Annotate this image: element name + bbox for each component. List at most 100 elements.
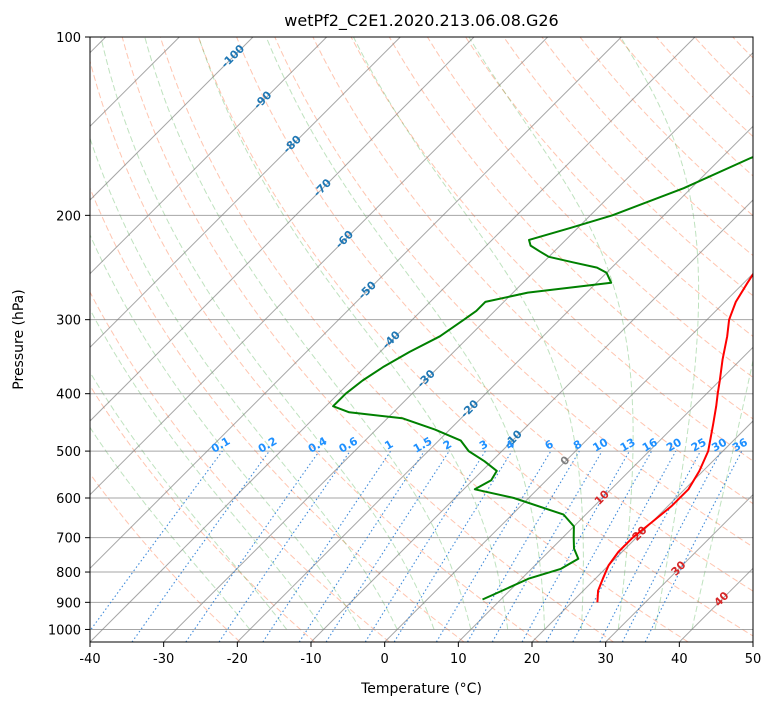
isotherm-line <box>90 37 254 201</box>
isotherm-label: -30 <box>415 367 438 390</box>
x-tick-label: -20 <box>227 652 248 667</box>
moist-adiabat <box>691 358 753 630</box>
mixing-ratio-line <box>435 450 552 642</box>
dry-adiabat <box>426 37 753 378</box>
moist-adiabat <box>90 371 288 630</box>
mixing-ratio-label: 30 <box>709 435 729 454</box>
y-tick-label: 600 <box>56 492 81 507</box>
isotherm-line <box>310 199 753 642</box>
x-tick-label: -30 <box>153 652 174 667</box>
dry-adiabat <box>312 37 753 505</box>
isotherm-line <box>90 37 622 570</box>
moist-adiabat <box>353 37 584 630</box>
moist-adiabat <box>198 37 509 630</box>
profile-series <box>332 155 753 603</box>
isotherm-label: 10 <box>592 487 612 507</box>
y-tick-label: 700 <box>56 532 81 547</box>
isotherm-line <box>752 641 753 642</box>
mixing-ratio-labels: 0.1 0.2 0.4 0.6 1 1.5 2 3 4 6 8 10 13 16 20 25 30 36 <box>209 434 750 455</box>
dry-adiabat <box>236 37 753 592</box>
mixing-ratio-line <box>467 450 580 642</box>
mixing-ratio-label: 0.4 <box>306 434 330 455</box>
isotherm-line <box>90 37 549 496</box>
background-lines <box>90 37 775 642</box>
x-tick-label: 0 <box>381 652 389 667</box>
dry-adiabat <box>90 186 465 642</box>
isotherm-line <box>531 420 753 642</box>
y-axis: 100 200 300 400 500 600 700 800 900 1000 <box>48 31 90 638</box>
x-tick-label: 20 <box>524 652 541 667</box>
isotherm-line <box>457 346 753 642</box>
y-tick-label: 1000 <box>48 623 81 638</box>
x-tick-label: 30 <box>597 652 614 667</box>
x-tick-label: 10 <box>450 652 467 667</box>
mixing-ratio-label: 13 <box>618 436 638 455</box>
mixing-ratio-label: 0.1 <box>209 435 232 456</box>
x-axis: -40 -30 -20 -10 0 10 20 30 40 50 <box>79 642 761 667</box>
isotherm-line <box>90 37 696 642</box>
moist-adiabat <box>90 426 251 630</box>
isotherm-line <box>236 125 753 642</box>
dry-adiabat <box>159 37 689 642</box>
isotherm-line <box>605 493 753 642</box>
mixing-ratio-label: 1 <box>382 438 395 453</box>
mixing-ratio-line <box>572 450 677 642</box>
dry-adiabat <box>388 37 753 420</box>
dry-adiabat <box>694 37 753 98</box>
isotherm-line <box>90 37 328 275</box>
mixing-ratio-line <box>325 450 450 642</box>
dry-adiabat <box>90 291 390 642</box>
mixing-ratio-label: 20 <box>664 435 684 454</box>
y-axis-title: Pressure (hPa) <box>11 289 27 389</box>
mixing-ratio-label: 10 <box>590 435 610 454</box>
mixing-ratio-line <box>218 450 351 642</box>
y-tick-label: 400 <box>56 388 81 403</box>
mixing-ratio-line <box>621 450 722 642</box>
mixing-ratio-label: 3 <box>477 438 490 453</box>
mixing-ratio-line <box>491 450 603 642</box>
y-tick-label: 900 <box>56 596 81 611</box>
chart-title: wetPf2_C2E1.2020.213.06.08.G26 <box>284 11 558 31</box>
dry-adiabat <box>541 37 753 257</box>
mixing-ratio-label: 2 <box>441 438 454 453</box>
x-tick-label: 40 <box>671 652 688 667</box>
mixing-ratio-label: 6 <box>543 437 556 452</box>
y-tick-label: 100 <box>56 31 81 46</box>
isotherm-line <box>90 37 401 349</box>
dry-adiabat <box>90 384 316 642</box>
isotherm-label: -50 <box>356 278 379 301</box>
moist-adiabat <box>100 37 435 630</box>
mixing-ratio-line <box>393 450 513 642</box>
mixing-ratio-line <box>131 450 270 642</box>
moist-adiabat <box>468 37 634 630</box>
x-tick-label: -10 <box>300 652 321 667</box>
x-axis-title: Temperature (°C) <box>360 681 482 697</box>
dry-adiabat <box>121 37 614 642</box>
isotherm-line <box>384 272 753 642</box>
mixing-ratio-label: 0.6 <box>337 434 361 455</box>
dry-adiabat <box>503 37 753 297</box>
dry-adiabat <box>90 59 540 642</box>
isotherm-label: -20 <box>458 397 481 420</box>
dry-adiabat <box>732 37 753 59</box>
moist-adiabat <box>90 136 398 630</box>
mixing-ratio-label: 1.5 <box>411 435 434 456</box>
mixing-ratio-line <box>599 450 701 642</box>
dry-adiabat <box>350 37 753 462</box>
y-tick-label: 500 <box>56 445 81 460</box>
mixing-ratio-label: 16 <box>640 435 660 454</box>
dry-adiabat <box>656 37 753 138</box>
mixing-ratio-line <box>185 450 320 642</box>
x-tick-label: 50 <box>745 652 762 667</box>
y-tick-label: 800 <box>56 566 81 581</box>
mixing-ratio-line <box>545 450 653 642</box>
mixing-ratio-line <box>90 450 223 632</box>
isotherm-line <box>90 37 475 422</box>
dry-adiabat <box>274 37 753 548</box>
dry-adiabat <box>90 472 241 642</box>
dry-adiabat <box>771 37 775 642</box>
plot-frame <box>89 36 754 643</box>
mixing-ratio-label: 0.2 <box>256 435 279 456</box>
